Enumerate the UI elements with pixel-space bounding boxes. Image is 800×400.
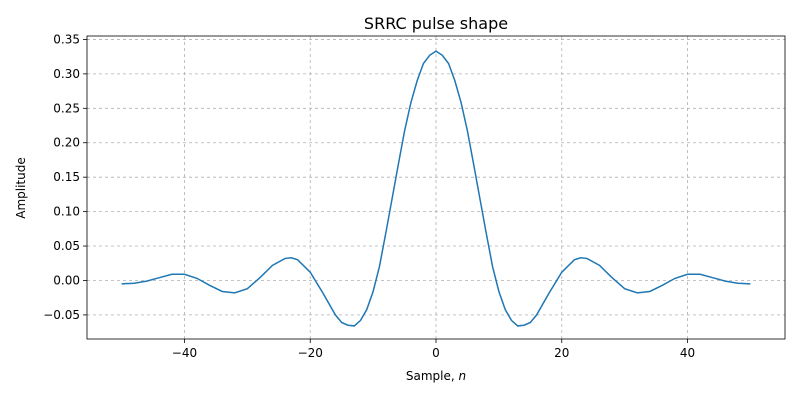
y-tick-label: −0.05: [43, 308, 80, 322]
y-axis-ticks: −0.05 0.00 0.05 0.10 0.15 0.20 0.25 0.30 0.35: [43, 32, 87, 322]
y-axis-title: Amplitude: [14, 157, 28, 219]
x-axis-title: Sample, n: [406, 369, 466, 383]
y-tick-label: 0.20: [53, 136, 80, 150]
y-tick-label: 0.35: [53, 32, 80, 46]
x-tick-label: −20: [298, 346, 323, 360]
y-tick-label: 0.10: [53, 205, 80, 219]
x-axis-ticks: −40 −20 0 20 40: [172, 339, 695, 360]
x-tick-label: 0: [432, 346, 440, 360]
y-tick-label: 0.25: [53, 101, 80, 115]
y-tick-label: 0.05: [53, 239, 80, 253]
y-tick-label: 0.00: [53, 273, 80, 287]
x-tick-label: −40: [172, 346, 197, 360]
srrc-pulse-line: [121, 50, 751, 327]
x-axis-title-variable: n: [459, 369, 467, 383]
grid-lines: [87, 36, 785, 339]
x-tick-label: 40: [680, 346, 695, 360]
x-tick-label: 20: [554, 346, 569, 360]
y-tick-label: 0.15: [53, 170, 80, 184]
y-tick-label: 0.30: [53, 67, 80, 81]
x-axis-title-main: Sample,: [406, 369, 459, 383]
chart-title: SRRC pulse shape: [364, 14, 508, 33]
